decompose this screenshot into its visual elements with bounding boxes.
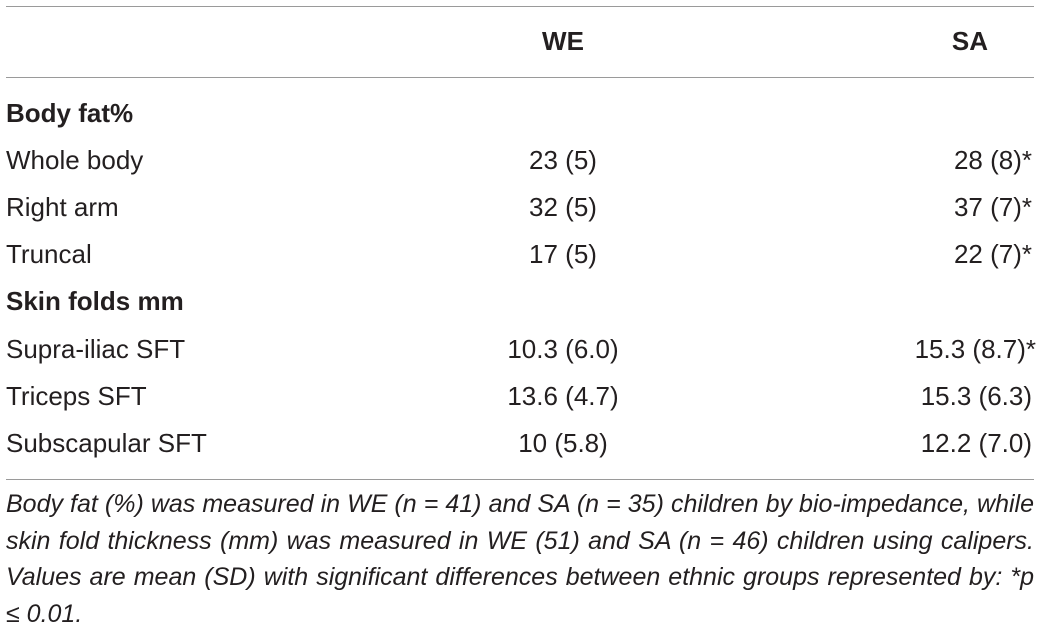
- row-label: Supra-iliac SFT: [6, 334, 186, 364]
- row-label: Whole body: [6, 145, 144, 175]
- table-row: Subscapular SFT 10 (5.8) 12.2 (7.0): [0, 420, 1040, 466]
- sa-value: 15.3 (8.7)*: [914, 334, 1036, 364]
- header-row: WE SA: [0, 18, 1040, 64]
- table-row: Supra-iliac SFT 10.3 (6.0) 15.3 (8.7)*: [0, 326, 1040, 372]
- sa-value: 37 (7)*: [953, 192, 1032, 222]
- row-label: Truncal: [6, 239, 92, 269]
- table-row: Truncal 17 (5) 22 (7)*: [0, 231, 1040, 277]
- row-label: Right arm: [6, 192, 119, 222]
- section-title-row: Skin folds mm: [0, 278, 1040, 324]
- sa-value: 22 (7)*: [953, 239, 1032, 269]
- table-row: Triceps SFT 13.6 (4.7) 15.3 (6.3): [0, 373, 1040, 419]
- top-rule: [6, 6, 1034, 7]
- we-value: 23 (5): [529, 145, 597, 175]
- section-title-skin-folds: Skin folds mm: [6, 286, 184, 316]
- sa-value: 12.2 (7.0): [920, 428, 1032, 458]
- we-value: 13.6 (4.7): [507, 381, 619, 411]
- we-value: 32 (5): [529, 192, 597, 222]
- sa-value: 15.3 (6.3): [920, 381, 1032, 411]
- we-value: 10 (5.8): [518, 428, 608, 458]
- we-value: 17 (5): [529, 239, 597, 269]
- table-row: Right arm 32 (5) 37 (7)*: [0, 184, 1040, 230]
- we-value: 10.3 (6.0): [507, 334, 619, 364]
- row-label: Triceps SFT: [6, 381, 147, 411]
- table-footnote: Body fat (%) was measured in WE (n = 41)…: [6, 490, 1034, 628]
- section-title-row: Body fat%: [0, 90, 1040, 136]
- header-rule: [6, 77, 1034, 78]
- header-we: WE: [542, 26, 584, 56]
- section-title-body-fat: Body fat%: [6, 98, 134, 128]
- table-row: Whole body 23 (5) 28 (8)*: [0, 137, 1040, 183]
- sa-value: 28 (8)*: [953, 145, 1032, 175]
- row-label: Subscapular SFT: [6, 428, 207, 458]
- bottom-rule: [6, 479, 1034, 480]
- header-sa: SA: [951, 26, 988, 56]
